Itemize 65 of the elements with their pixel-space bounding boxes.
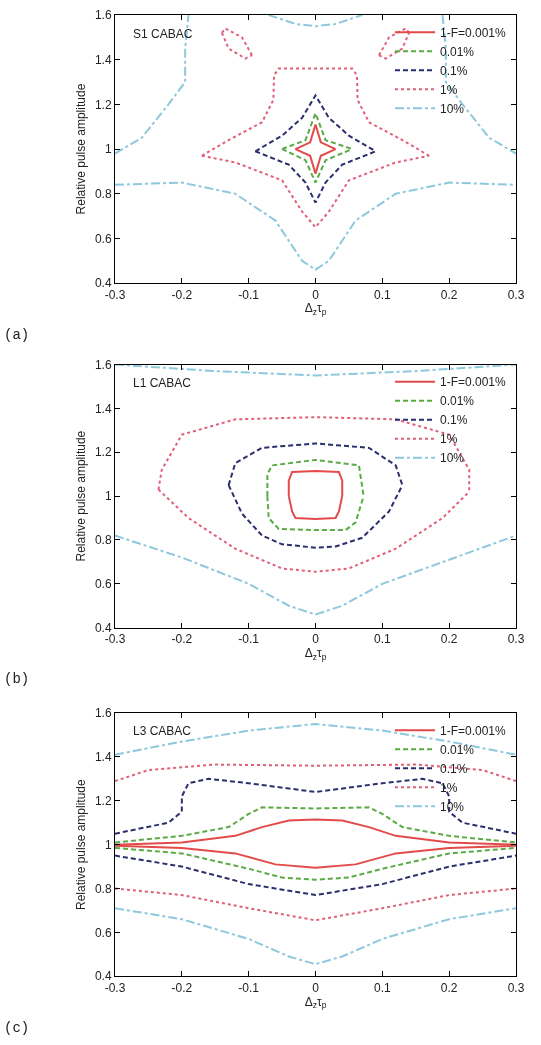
x-tick-label: 0.2 (440, 632, 458, 647)
y-tick-label: 1.6 (94, 8, 112, 23)
y-tick-label: 1 (104, 837, 112, 852)
y-tick-label: 0.8 (94, 881, 112, 896)
x-tick-label: 0 (312, 287, 320, 302)
legend-label: 10% (439, 451, 465, 466)
y-tick-label: 1.6 (94, 706, 112, 721)
y-tick-label: 0.6 (94, 231, 112, 246)
legend-label: 0.1% (439, 413, 468, 428)
y-axis-title: Relative pulse amplitude (74, 778, 89, 911)
y-tick-label: 0.4 (94, 620, 112, 635)
y-tick-label: 1.2 (94, 445, 112, 460)
annotation: S1 CABAC (133, 27, 193, 41)
x-tick-label: 0.3 (507, 632, 525, 647)
text: (a) (4, 327, 30, 343)
x-tick-label: -0.2 (171, 980, 193, 995)
legend-label: 10% (439, 101, 465, 116)
y-tick-label: 1.4 (94, 401, 112, 416)
y-tick-label: 0.6 (94, 577, 112, 592)
x-tick-label: -0.2 (171, 632, 193, 647)
text: (b) (4, 671, 30, 687)
y-axis-title: Relative pulse amplitude (74, 83, 89, 215)
annotation: L1 CABAC (133, 376, 192, 390)
legend-label: 1% (439, 780, 458, 795)
legend-label: 1-F=0.001% (439, 25, 507, 40)
legend-label: 10% (439, 799, 465, 814)
x-tick-label: 0.3 (507, 980, 525, 995)
x-axis-title: Δ$_{z}$τ$_{p}$ (304, 301, 327, 318)
x-tick-label: 0.1 (373, 632, 391, 647)
legend-label: 1-F=0.001% (439, 375, 507, 390)
y-tick-label: 0.8 (94, 533, 112, 548)
legend-label: 0.1% (439, 761, 468, 776)
legend-label: 1% (439, 82, 458, 97)
x-axis-title: Δ$_{z}$τ$_{p}$ (304, 994, 327, 1011)
y-tick-label: 1 (104, 142, 112, 157)
x-tick-label: -0.3 (104, 632, 126, 647)
annotation: L3 CABAC (133, 724, 192, 738)
y-tick-label: 0.6 (94, 925, 112, 940)
x-tick-label: -0.2 (171, 287, 193, 302)
y-tick-label: 1 (104, 489, 112, 504)
x-tick-label: 0.2 (440, 980, 458, 995)
x-tick-label: 0.2 (440, 287, 458, 302)
y-tick-label: 1.4 (94, 52, 112, 67)
y-tick-label: 0.8 (94, 186, 112, 201)
x-tick-label: 0 (312, 980, 320, 995)
legend-label: 0.01% (439, 44, 475, 59)
y-tick-label: 1.6 (94, 357, 112, 372)
text: (c) (4, 1020, 30, 1036)
y-axis-title: Relative pulse amplitude (74, 430, 89, 562)
y-tick-label: 1.4 (94, 750, 112, 765)
legend-label: 0.01% (439, 742, 475, 757)
x-tick-label: -0.1 (238, 980, 260, 995)
y-tick-label: 1.2 (94, 793, 112, 808)
x-tick-label: 0.1 (373, 980, 391, 995)
y-tick-label: 1.2 (94, 97, 112, 112)
legend-label: 1-F=0.001% (439, 723, 507, 738)
legend-label: 1% (439, 432, 458, 447)
x-tick-label: 0.1 (373, 287, 391, 302)
x-tick-label: -0.1 (238, 287, 260, 302)
x-tick-label: 0.3 (507, 287, 525, 302)
legend-label: 0.1% (439, 63, 468, 78)
x-tick-label: 0 (312, 632, 320, 647)
x-axis-title: Δ$_{z}$τ$_{p}$ (304, 646, 327, 662)
x-tick-label: -0.1 (238, 632, 260, 647)
legend-label: 0.01% (439, 394, 475, 409)
